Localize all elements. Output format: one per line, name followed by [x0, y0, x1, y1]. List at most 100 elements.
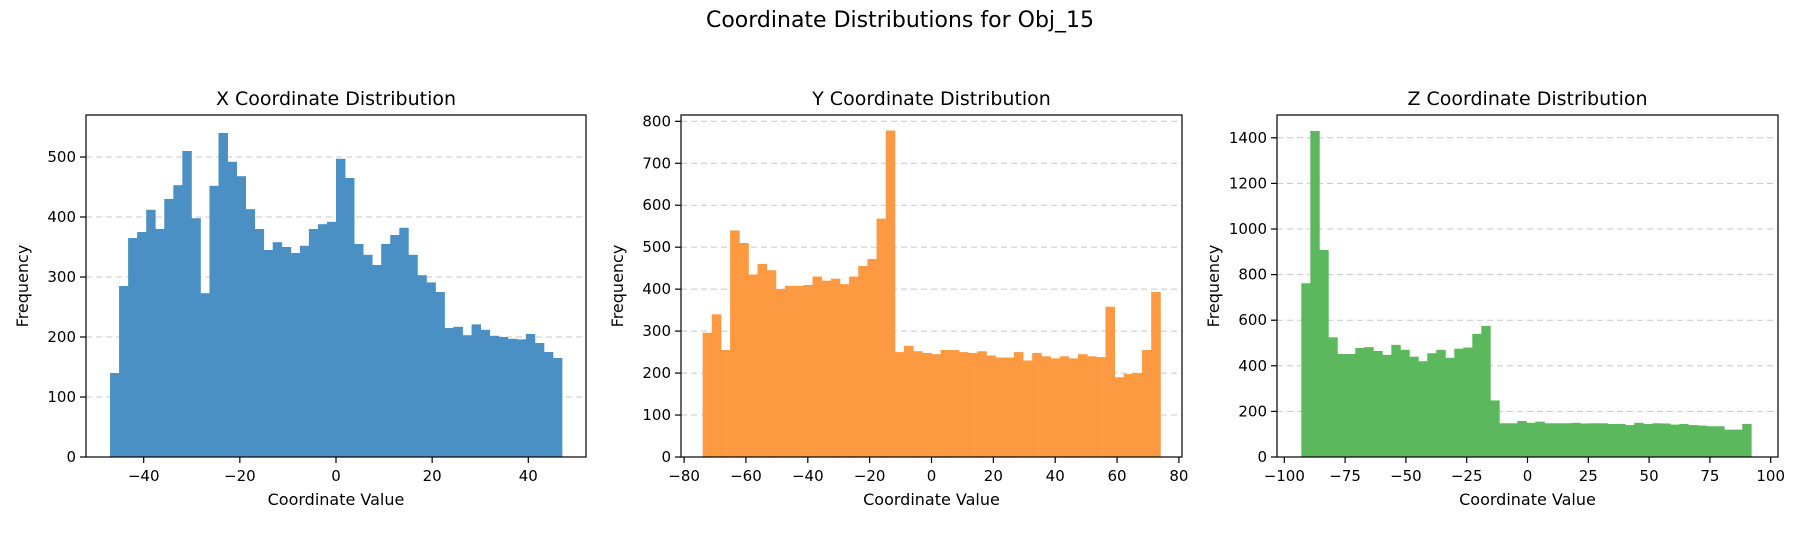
y-x-axis-label: Coordinate Value — [863, 490, 1000, 509]
z-histogram-bar — [1301, 283, 1311, 457]
z-histogram-bar — [1688, 425, 1698, 457]
z-y-tick-label: 1200 — [1229, 174, 1267, 192]
y-histogram-bar — [858, 266, 868, 457]
z-histogram-bar — [1535, 421, 1545, 457]
x-histogram-bar — [137, 232, 147, 457]
y-x-tick-label: −60 — [730, 467, 762, 485]
y-histogram-bar — [1077, 354, 1088, 457]
z-histogram-bar — [1697, 425, 1707, 457]
z-histogram-bar — [1382, 354, 1392, 457]
x-histogram-bar — [317, 224, 328, 457]
z-x-tick-label: −50 — [1390, 467, 1422, 485]
y-histogram-bar — [766, 270, 777, 457]
x-x-tick-label: −40 — [128, 467, 160, 485]
y-y-tick-label: 0 — [661, 448, 671, 466]
y-histogram-bar — [1142, 349, 1152, 457]
y-histogram-bar — [1132, 373, 1143, 457]
x-histogram-bar — [245, 209, 256, 457]
x-y-axis-label: Frequency — [13, 245, 32, 328]
x-histogram-bar — [308, 229, 319, 457]
x-y-tick-label: 200 — [47, 328, 76, 346]
y-histogram-bar — [1123, 373, 1134, 457]
y-histogram-bar — [711, 314, 722, 457]
x-histogram-bar — [236, 176, 247, 457]
y-histogram-bar — [803, 284, 813, 457]
z-histogram-bar — [1454, 348, 1464, 457]
x-histogram-bar — [281, 247, 292, 457]
x-histogram-bar — [128, 238, 138, 457]
x-histogram-bar — [299, 245, 310, 457]
z-histogram-bar — [1391, 344, 1401, 457]
y-y-tick-label: 300 — [642, 322, 671, 340]
z-histogram-bar — [1400, 349, 1410, 457]
x-y-tick-label: 100 — [47, 388, 76, 406]
x-histogram-bar — [435, 292, 445, 457]
y-histogram-bar — [821, 280, 832, 457]
y-histogram-bar — [958, 352, 969, 457]
x-histogram-bar — [218, 133, 228, 457]
y-histogram-bar — [1041, 356, 1051, 457]
y-histogram-bar — [894, 352, 905, 457]
z-x-tick-label: −25 — [1451, 467, 1483, 485]
x-histogram-bar — [200, 293, 210, 457]
x-histogram-bar — [164, 199, 174, 457]
z-x-tick-label: 50 — [1640, 467, 1659, 485]
y-histogram-bar — [1151, 292, 1161, 457]
z-histogram-bar — [1508, 423, 1518, 457]
y-plot-title: Y Coordinate Distribution — [811, 88, 1051, 110]
y-x-tick-label: 20 — [984, 467, 1003, 485]
z-histogram-bar — [1355, 348, 1365, 457]
x-histogram-bar — [326, 221, 337, 457]
x-histogram-bar — [227, 161, 237, 458]
x-histogram-bar — [498, 337, 509, 457]
z-histogram-bar — [1733, 429, 1743, 457]
y-histogram-bar — [849, 276, 859, 457]
z-histogram-bar — [1490, 400, 1500, 457]
z-y-tick-label: 200 — [1238, 402, 1267, 420]
z-histogram-bar — [1544, 423, 1554, 457]
z-histogram-bar — [1553, 423, 1563, 457]
y-histogram-bar — [1004, 357, 1015, 457]
y-histogram-bar — [1068, 358, 1079, 457]
y-histogram-bar — [1087, 356, 1097, 457]
y-histogram-bar — [785, 285, 795, 457]
x-y-tick-label: 400 — [47, 208, 76, 226]
y-x-tick-label: −40 — [792, 467, 824, 485]
y-histogram-bar — [931, 354, 942, 457]
x-x-tick-label: 40 — [519, 467, 538, 485]
y-y-tick-label: 800 — [642, 112, 671, 130]
y-histogram-bar — [968, 352, 978, 457]
z-y-tick-label: 600 — [1238, 311, 1267, 329]
x-histogram-bar — [173, 185, 183, 457]
z-histogram-bar — [1481, 325, 1491, 457]
z-histogram-bar — [1616, 423, 1626, 457]
y-y-tick-label: 400 — [642, 280, 671, 298]
z-histogram-bar — [1364, 347, 1374, 457]
z-histogram-bar — [1346, 353, 1356, 457]
z-histogram-bar — [1625, 425, 1635, 457]
y-histogram-bar — [794, 285, 804, 457]
x-histogram-bar — [408, 254, 418, 457]
x-histogram-bar — [525, 334, 536, 457]
x-histogram-bar — [390, 235, 400, 457]
x-histogram-bar — [507, 338, 518, 457]
z-histogram-bar — [1328, 337, 1338, 457]
x-histogram-bar — [336, 158, 346, 458]
x-histogram-bar — [534, 343, 545, 457]
x-histogram-bar — [363, 254, 373, 457]
x-histogram-bar — [480, 329, 491, 457]
y-histogram-bar — [730, 230, 740, 457]
y-y-tick-label: 100 — [642, 406, 671, 424]
z-histogram-bar — [1742, 423, 1752, 457]
x-histogram-bar — [110, 373, 120, 457]
x-histogram-bar — [182, 151, 192, 457]
y-histogram-bar — [922, 352, 932, 457]
y-histogram-bar — [977, 351, 987, 457]
z-histogram-bar — [1472, 333, 1482, 457]
x-histogram-bar — [209, 185, 219, 458]
z-y-tick-label: 1400 — [1229, 129, 1267, 147]
x-y-tick-label: 0 — [66, 448, 76, 466]
y-y-tick-label: 700 — [642, 154, 671, 172]
